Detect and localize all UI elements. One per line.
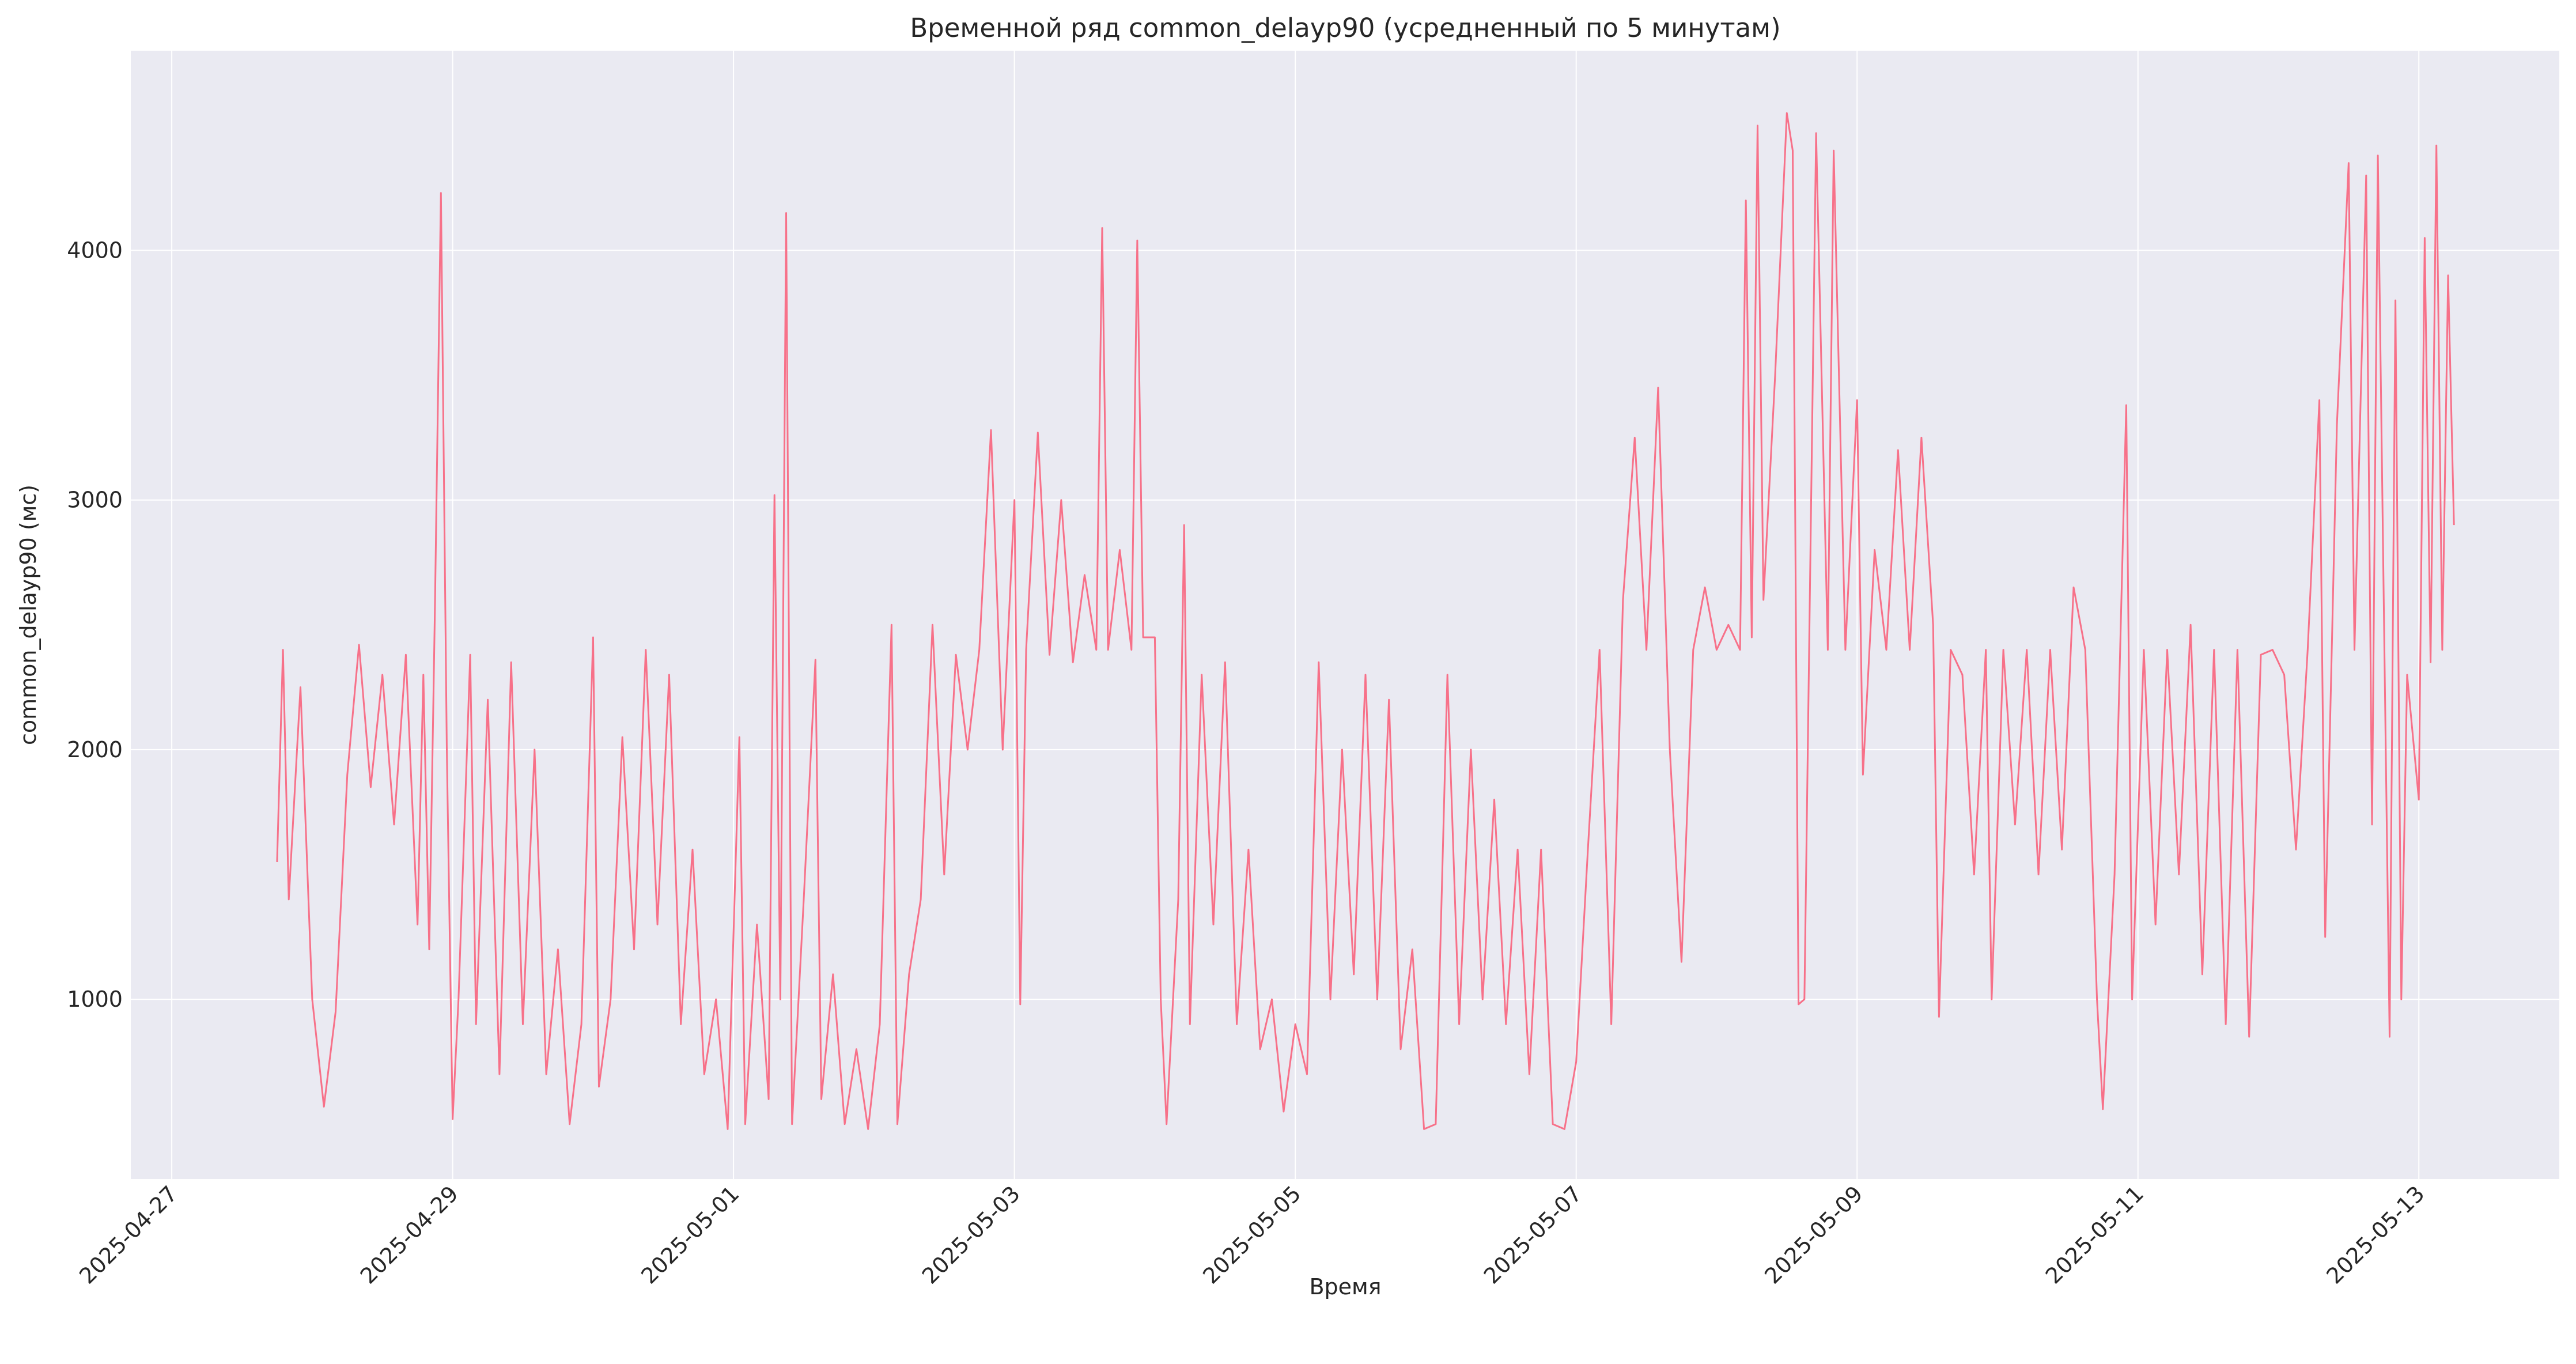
y-tick-label: 3000: [67, 488, 123, 513]
x-axis-label: Время: [1309, 1274, 1381, 1299]
y-axis-ticks: 1000 2000 3000 4000: [67, 238, 123, 1012]
y-tick-label: 4000: [67, 238, 123, 263]
series-layer: [276, 112, 2455, 1130]
y-tick-label: 1000: [67, 987, 123, 1012]
y-gridlines: [131, 250, 2559, 1000]
series-line: [276, 112, 2455, 1130]
y-tick-label: 2000: [67, 737, 123, 762]
x-gridlines: [171, 51, 2420, 1179]
y-axis-label: common_delayp90 (мс): [16, 485, 41, 745]
chart-title: Временной ряд common_delayp90 (усредненн…: [910, 13, 1780, 43]
plot-area: [131, 51, 2559, 1179]
